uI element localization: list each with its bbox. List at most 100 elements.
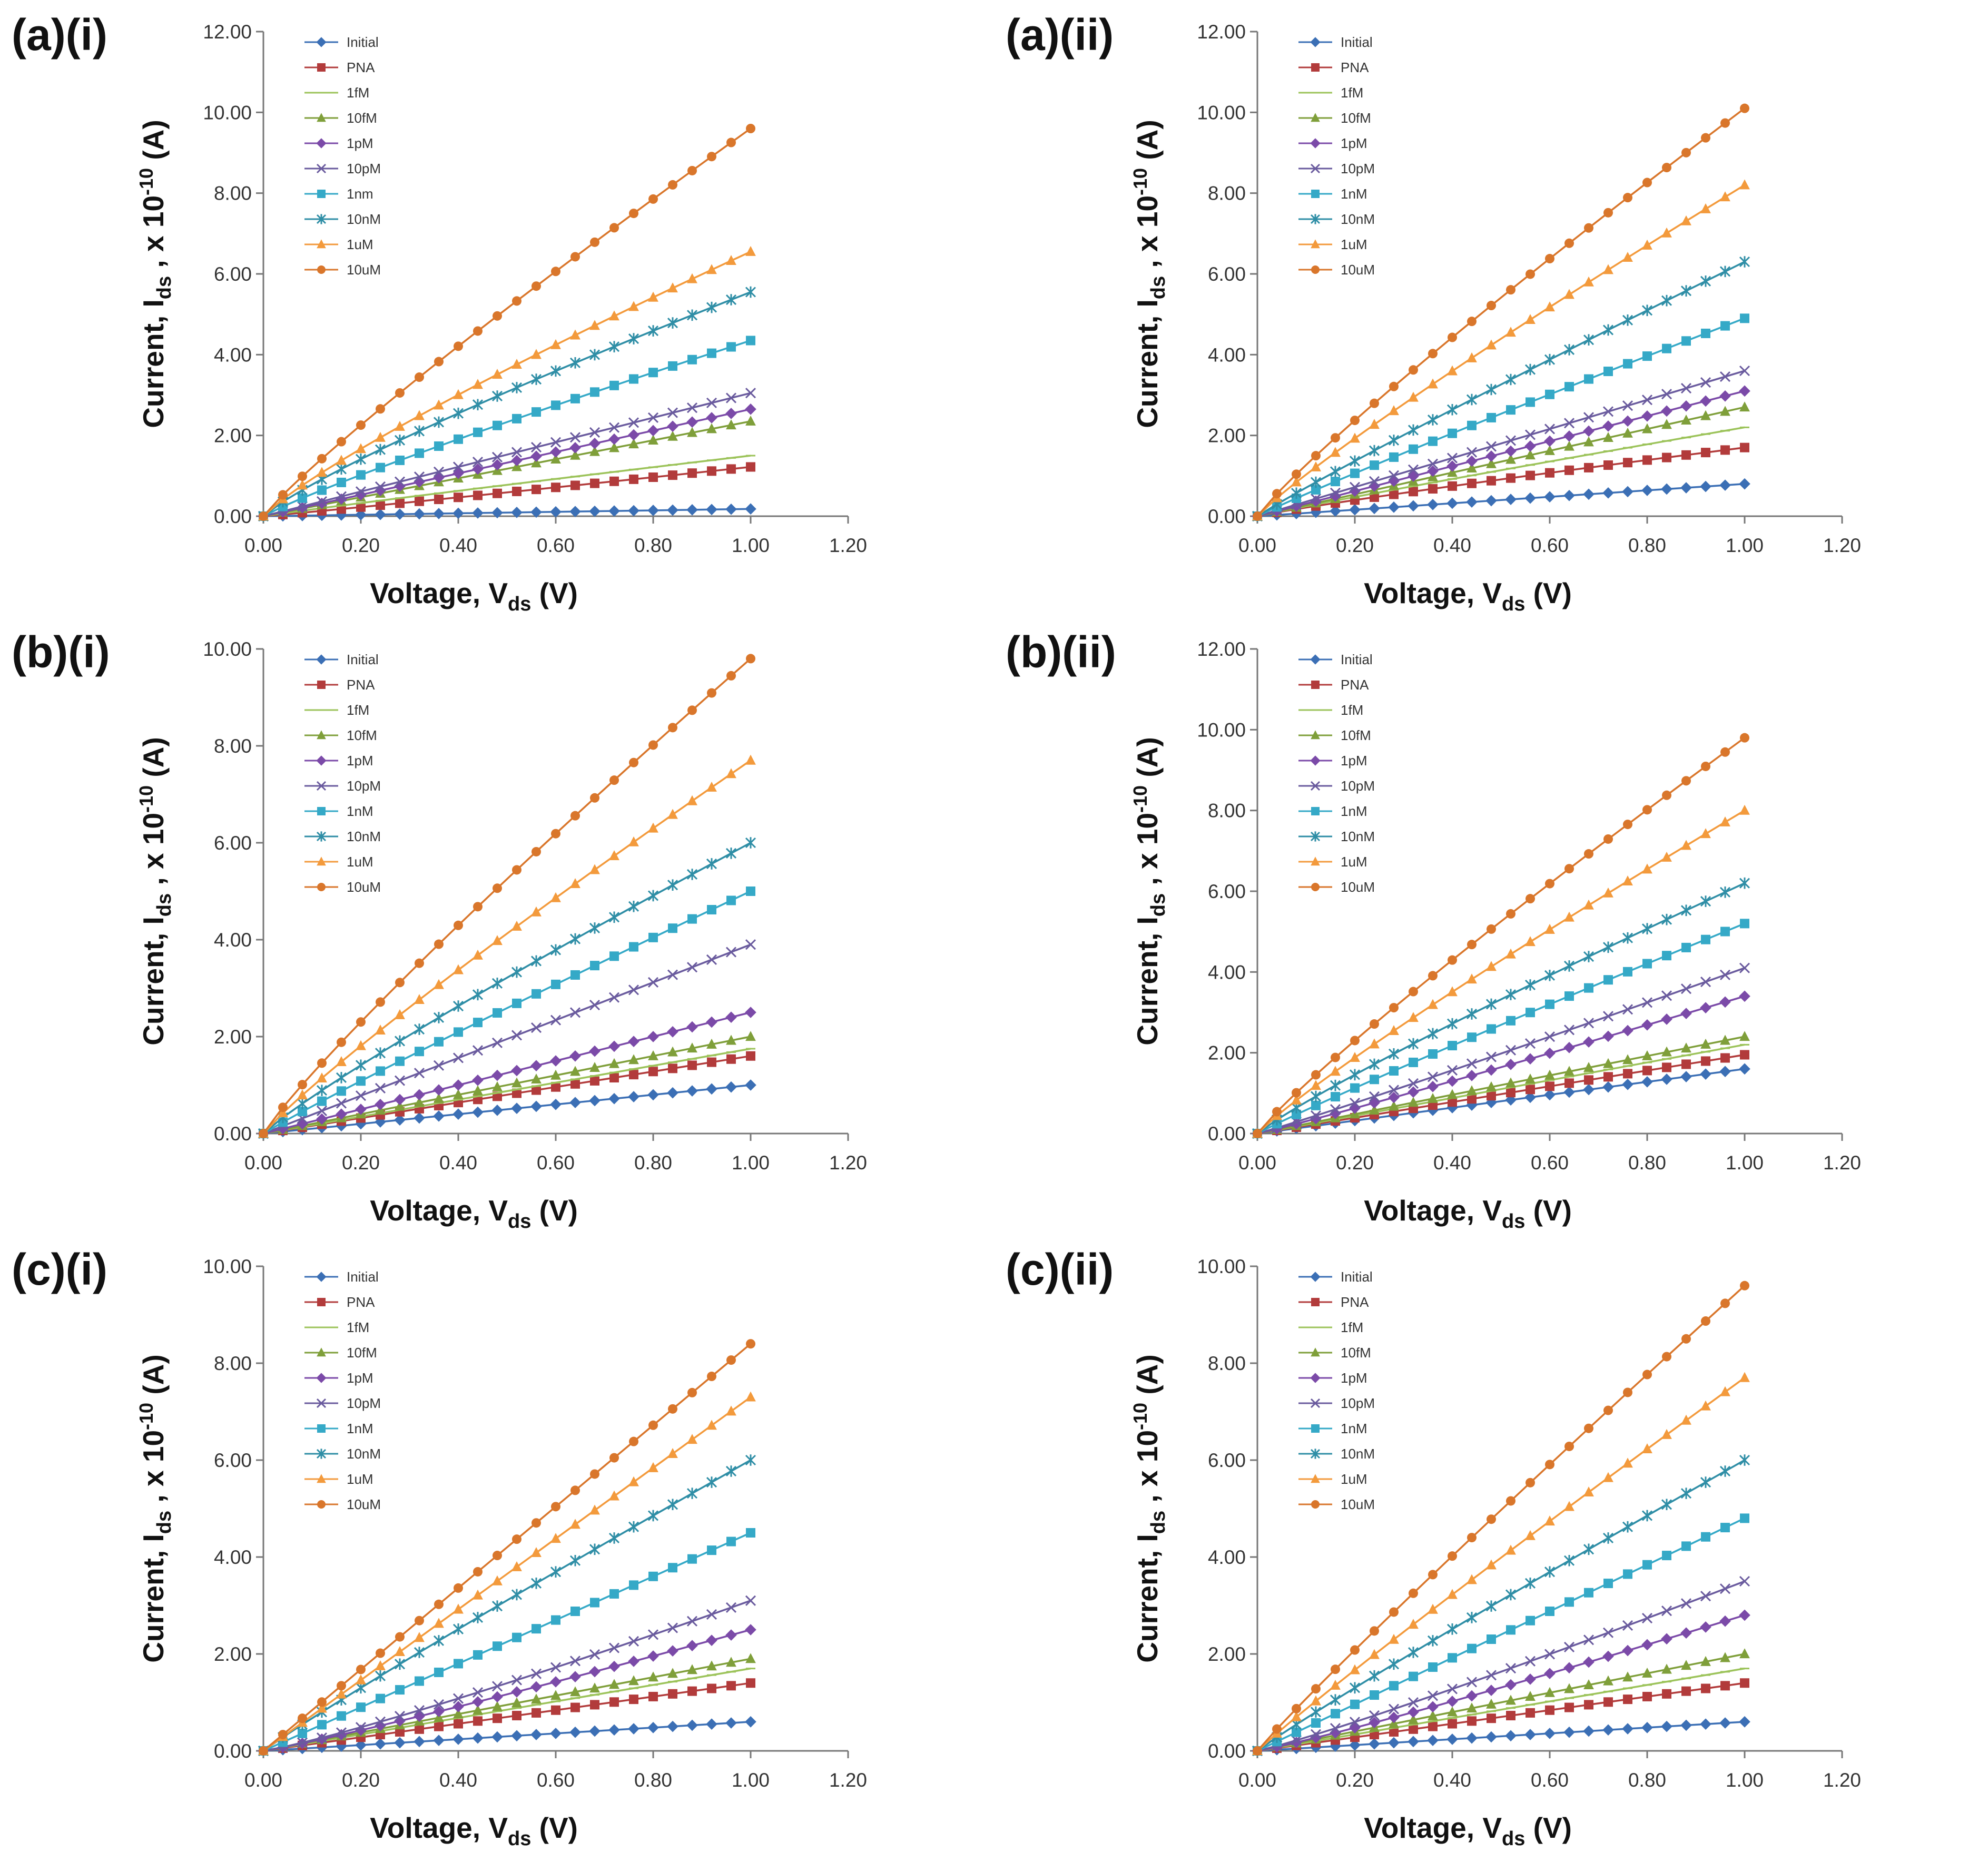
legend-label: 1pM bbox=[347, 753, 373, 769]
y-tick-label: 2.00 bbox=[214, 1643, 252, 1665]
data-point bbox=[493, 1713, 502, 1723]
x-tick-label: 0.40 bbox=[439, 535, 477, 556]
data-point bbox=[1369, 1097, 1380, 1109]
data-point bbox=[1446, 1018, 1458, 1030]
x-tick-label: 1.20 bbox=[829, 1152, 867, 1174]
data-point bbox=[667, 430, 678, 441]
data-point bbox=[609, 310, 619, 321]
data-point bbox=[589, 438, 601, 449]
data-point bbox=[687, 1387, 697, 1397]
legend-label: 10nM bbox=[347, 829, 381, 844]
data-point bbox=[1603, 460, 1613, 470]
data-point bbox=[1330, 1066, 1341, 1076]
legend-marker bbox=[1310, 654, 1321, 665]
data-point bbox=[1525, 449, 1536, 460]
data-point bbox=[1526, 894, 1535, 904]
data-point bbox=[725, 1602, 737, 1613]
data-point bbox=[511, 507, 523, 518]
data-point bbox=[375, 1720, 386, 1731]
data-point bbox=[1564, 440, 1574, 451]
data-point bbox=[726, 1035, 736, 1045]
data-point bbox=[569, 432, 581, 443]
data-point bbox=[1642, 863, 1652, 874]
data-point bbox=[1681, 1334, 1691, 1344]
legend-label: 10pM bbox=[347, 161, 381, 176]
data-point bbox=[414, 476, 425, 488]
data-point bbox=[707, 688, 716, 698]
data-point bbox=[1622, 1054, 1633, 1065]
data-point bbox=[530, 450, 542, 462]
data-point bbox=[454, 1719, 463, 1729]
data-point bbox=[550, 892, 561, 902]
data-point bbox=[1603, 367, 1613, 377]
data-point bbox=[1680, 285, 1692, 297]
data-point bbox=[609, 442, 619, 452]
data-point bbox=[1563, 1042, 1575, 1053]
y-tick-label: 4.00 bbox=[1208, 344, 1246, 366]
data-point bbox=[706, 1083, 717, 1095]
data-point bbox=[745, 1007, 756, 1018]
data-point bbox=[628, 429, 639, 441]
data-point bbox=[1544, 1089, 1556, 1101]
data-point bbox=[608, 1724, 620, 1736]
data-point bbox=[434, 939, 444, 949]
legend-item: 1nM bbox=[1298, 803, 1367, 819]
data-point bbox=[687, 1042, 697, 1053]
legend-marker bbox=[317, 239, 326, 249]
data-point bbox=[570, 393, 580, 403]
legend-label: PNA bbox=[1341, 60, 1369, 75]
data-point bbox=[394, 1035, 406, 1047]
data-point bbox=[1719, 479, 1731, 491]
data-point bbox=[1739, 385, 1750, 397]
data-point bbox=[1544, 1047, 1556, 1059]
data-point bbox=[1408, 1706, 1419, 1718]
data-point bbox=[1487, 924, 1496, 934]
series-10nm bbox=[1252, 256, 1750, 522]
series-1um bbox=[1252, 1372, 1750, 1756]
data-point bbox=[1369, 1717, 1380, 1729]
data-point bbox=[395, 978, 405, 988]
data-point bbox=[725, 848, 737, 859]
data-point bbox=[355, 1104, 367, 1115]
data-point bbox=[1487, 1713, 1496, 1723]
data-point bbox=[1680, 1627, 1692, 1639]
data-point bbox=[434, 1721, 444, 1731]
data-point bbox=[1524, 429, 1536, 440]
data-point bbox=[1720, 927, 1730, 937]
y-tick-label: 4.00 bbox=[214, 1546, 252, 1568]
series-group bbox=[1252, 733, 1750, 1139]
data-point bbox=[512, 413, 521, 423]
data-point bbox=[493, 1008, 502, 1018]
series-line bbox=[1257, 1517, 1745, 1752]
legend-marker bbox=[316, 1398, 327, 1408]
data-point bbox=[1740, 1280, 1749, 1291]
data-point bbox=[1623, 1695, 1632, 1705]
data-point bbox=[1720, 1681, 1730, 1691]
data-point bbox=[511, 1589, 523, 1601]
series-initial bbox=[1252, 478, 1750, 522]
data-point bbox=[647, 425, 659, 437]
data-point bbox=[1564, 1702, 1574, 1712]
data-point bbox=[706, 1038, 717, 1049]
legend-label: 1fM bbox=[347, 85, 369, 101]
data-point bbox=[1448, 481, 1457, 491]
y-tick-label: 10.00 bbox=[203, 638, 252, 660]
data-point bbox=[1700, 1591, 1711, 1602]
data-point bbox=[297, 1089, 308, 1100]
data-point bbox=[1544, 491, 1556, 503]
legend-marker bbox=[1311, 807, 1320, 815]
data-point bbox=[609, 1058, 619, 1068]
data-point bbox=[1487, 476, 1496, 486]
data-point bbox=[355, 1739, 367, 1751]
data-point bbox=[1505, 989, 1517, 1000]
series-line bbox=[1256, 1459, 1745, 1752]
legend-label: 10fM bbox=[1341, 727, 1371, 743]
data-point bbox=[414, 994, 425, 1004]
data-point bbox=[1446, 1623, 1458, 1635]
data-point bbox=[1370, 1626, 1379, 1636]
data-point bbox=[551, 1502, 560, 1512]
series-line bbox=[263, 466, 751, 517]
data-point bbox=[725, 1081, 737, 1093]
data-point bbox=[687, 705, 697, 715]
